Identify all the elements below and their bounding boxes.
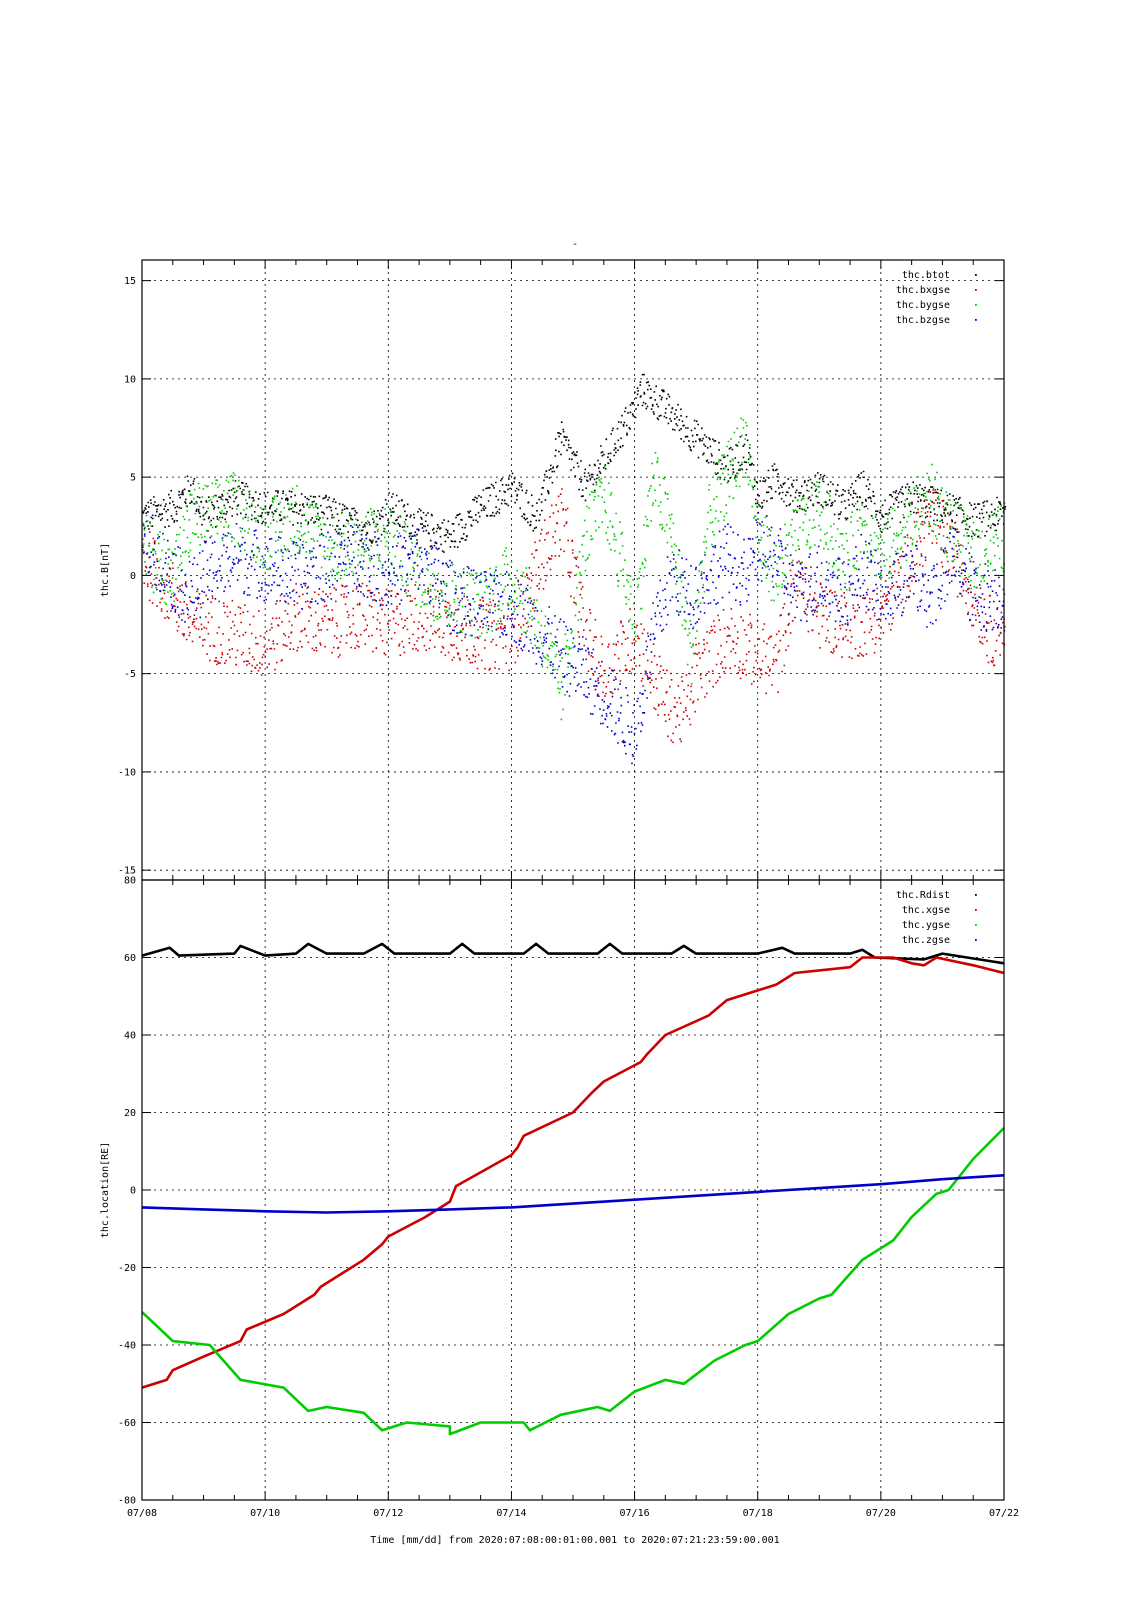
- legend-label: thc.Rdist: [896, 890, 950, 901]
- series-thc-zgse: [141, 1174, 1005, 1214]
- legend: thc.btot thc.bxgse thc.bygse thc.bzgse: [896, 270, 977, 326]
- y-axis-label: thc.location[RE]: [100, 1142, 111, 1238]
- series-thc-bzgse: [141, 511, 1006, 765]
- panel-location: 80 60 40 20 0 -20 -40 -60 -80 thc.location[RE] t…: [100, 876, 1019, 1520]
- series-line: [141, 1127, 1005, 1436]
- legend-marker: [975, 319, 977, 321]
- x-tick-label: 07/12: [373, 1508, 403, 1519]
- axis-ticks: [141, 879, 1005, 1501]
- series-thc-Rdist: [141, 942, 1005, 965]
- y-tick-label: 15: [124, 276, 136, 287]
- y-tick-label: 60: [124, 953, 136, 964]
- legend-marker: [975, 939, 977, 941]
- legend-marker: [975, 304, 977, 306]
- x-tick-labels: 07/08 07/10 07/12 07/14 07/16 07/18 07/20 07/22: [127, 1508, 1019, 1519]
- data-series: [141, 373, 1007, 765]
- y-tick-label: -5: [124, 669, 136, 680]
- grid-lines: [142, 260, 1004, 880]
- y-tick-label: 80: [124, 876, 136, 887]
- series-points: [141, 511, 1006, 765]
- y-tick-label: -10: [118, 767, 136, 778]
- y-tick-label: -15: [118, 866, 136, 877]
- legend-label: thc.zgse: [902, 935, 950, 946]
- legend-label: thc.btot: [902, 270, 950, 281]
- y-tick-label: 10: [124, 374, 136, 385]
- legend-marker: [975, 289, 977, 291]
- legend-label: thc.bzgse: [896, 315, 950, 326]
- grid-lines: [142, 880, 1004, 1500]
- series-line: [141, 1174, 1005, 1214]
- legend: thc.Rdist thc.xgse thc.ygse thc.zgse: [896, 890, 977, 946]
- x-tick-label: 07/14: [496, 1508, 526, 1519]
- y-tick-label: -40: [118, 1341, 136, 1352]
- y-tick-label: 5: [130, 473, 136, 484]
- y-tick-labels: 80 60 40 20 0 -20 -40 -60 -80: [118, 876, 136, 1507]
- y-tick-label: 0: [130, 571, 136, 582]
- legend-label: thc.ygse: [902, 920, 950, 931]
- legend-marker: [975, 924, 977, 926]
- axis-ticks: [141, 260, 1005, 880]
- y-tick-label: -60: [118, 1418, 136, 1429]
- legend-label: thc.xgse: [902, 905, 950, 916]
- legend-marker: [975, 894, 977, 896]
- x-tick-label: 07/18: [743, 1508, 773, 1519]
- y-tick-labels: 15 10 5 0 -5 -10 -15: [118, 276, 136, 877]
- series-line: [141, 956, 1005, 1389]
- x-tick-label: 07/08: [127, 1508, 157, 1519]
- y-tick-label: 40: [124, 1031, 136, 1042]
- y-axis-label: thc.B[nT]: [100, 543, 111, 597]
- y-tick-label: -20: [118, 1263, 136, 1274]
- x-tick-label: 07/20: [866, 1508, 896, 1519]
- data-series: [141, 942, 1005, 1436]
- series-line: [141, 942, 1005, 965]
- legend-label: thc.bygse: [896, 300, 950, 311]
- legend-marker: [975, 909, 977, 911]
- y-tick-label: -80: [118, 1496, 136, 1507]
- y-tick-label: 20: [124, 1108, 136, 1119]
- series-thc-ygse: [141, 1127, 1005, 1436]
- x-tick-label: 07/22: [989, 1508, 1019, 1519]
- x-axis-caption: Time [mm/dd] from 2020:07:08:00:01:00.00…: [370, 1535, 779, 1546]
- legend-label: thc.bxgse: [896, 285, 950, 296]
- x-tick-label: 07/16: [620, 1508, 650, 1519]
- legend-marker: [975, 274, 977, 276]
- x-tick-label: 07/10: [250, 1508, 280, 1519]
- series-thc-xgse: [141, 956, 1005, 1389]
- figure-title: -: [572, 239, 578, 250]
- y-tick-label: 0: [130, 1186, 136, 1197]
